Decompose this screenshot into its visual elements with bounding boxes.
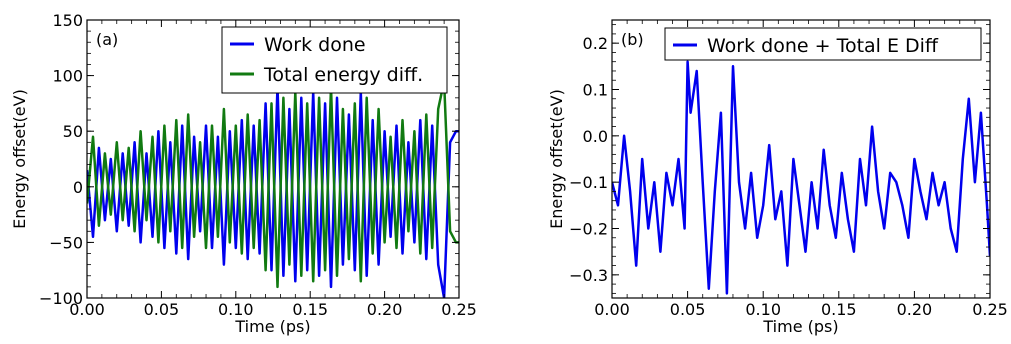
y-tick-label: 0.1 (583, 81, 608, 100)
x-tick-label: 0.25 (972, 300, 1008, 319)
y-tick-label: −0.2 (569, 220, 608, 239)
panel-label: (a) (96, 30, 118, 49)
legend: Work done Total energy diff. (221, 26, 448, 94)
y-tick-label: −50 (49, 233, 83, 252)
x-tick-label: 0.15 (821, 300, 857, 319)
y-tick-label: 0 (73, 178, 83, 197)
x-axis-label: Time (ps) (762, 317, 838, 336)
x-tick-label: 0.20 (367, 300, 403, 319)
legend-box (664, 27, 982, 61)
chart-panel-2: 0.00 0.05 0.10 0.15 0.20 0.25 −0.3 −0.2 −0.1 0.0 0… (547, 19, 1008, 336)
x-tick-label: 0.05 (670, 300, 706, 319)
y-tick-label: −100 (39, 289, 83, 308)
x-tick-label: 0.00 (69, 300, 105, 319)
legend-entry-label: Total energy diff. (263, 64, 423, 86)
x-tick-label: 0.20 (897, 300, 933, 319)
y-tick-label: 50 (63, 122, 83, 141)
legend-box (221, 26, 448, 94)
x-tick-label: 0.05 (144, 300, 180, 319)
series-line-work-done-total-e-diff (612, 60, 990, 295)
y-axis-label: Energy offset(eV) (10, 89, 29, 229)
y-tick-label: 100 (52, 67, 83, 86)
plot-frame (86, 19, 460, 299)
y-tick-label: 150 (52, 11, 83, 30)
y-tick-label: −0.1 (569, 173, 608, 192)
x-tick-label: 0.15 (292, 300, 328, 319)
plot-frame (611, 19, 991, 299)
legend: Work done + Total E Diff (664, 27, 982, 61)
x-tick-label: 0.25 (441, 300, 477, 319)
series-line-total-energy-diff (87, 79, 459, 289)
y-tick-label: 0.2 (583, 34, 608, 53)
x-tick-label: 0.10 (218, 300, 254, 319)
legend-entry-label: Work done + Total E Diff (707, 35, 939, 57)
y-axis-label: Energy offset(eV) (547, 89, 566, 229)
x-axis-label: Time (ps) (234, 317, 310, 336)
panel-label: (b) (621, 30, 644, 49)
y-tick-label: 0.0 (583, 127, 608, 146)
x-tick-label: 0.10 (745, 300, 781, 319)
x-tick-label: 0.00 (594, 300, 630, 319)
legend-entry-label: Work done (264, 34, 366, 56)
y-tick-label: −0.3 (569, 266, 608, 285)
chart-panel-1: 0.00 0.05 0.10 0.15 0.20 0.25 −100 −50 0 50 100 150… (10, 11, 477, 336)
